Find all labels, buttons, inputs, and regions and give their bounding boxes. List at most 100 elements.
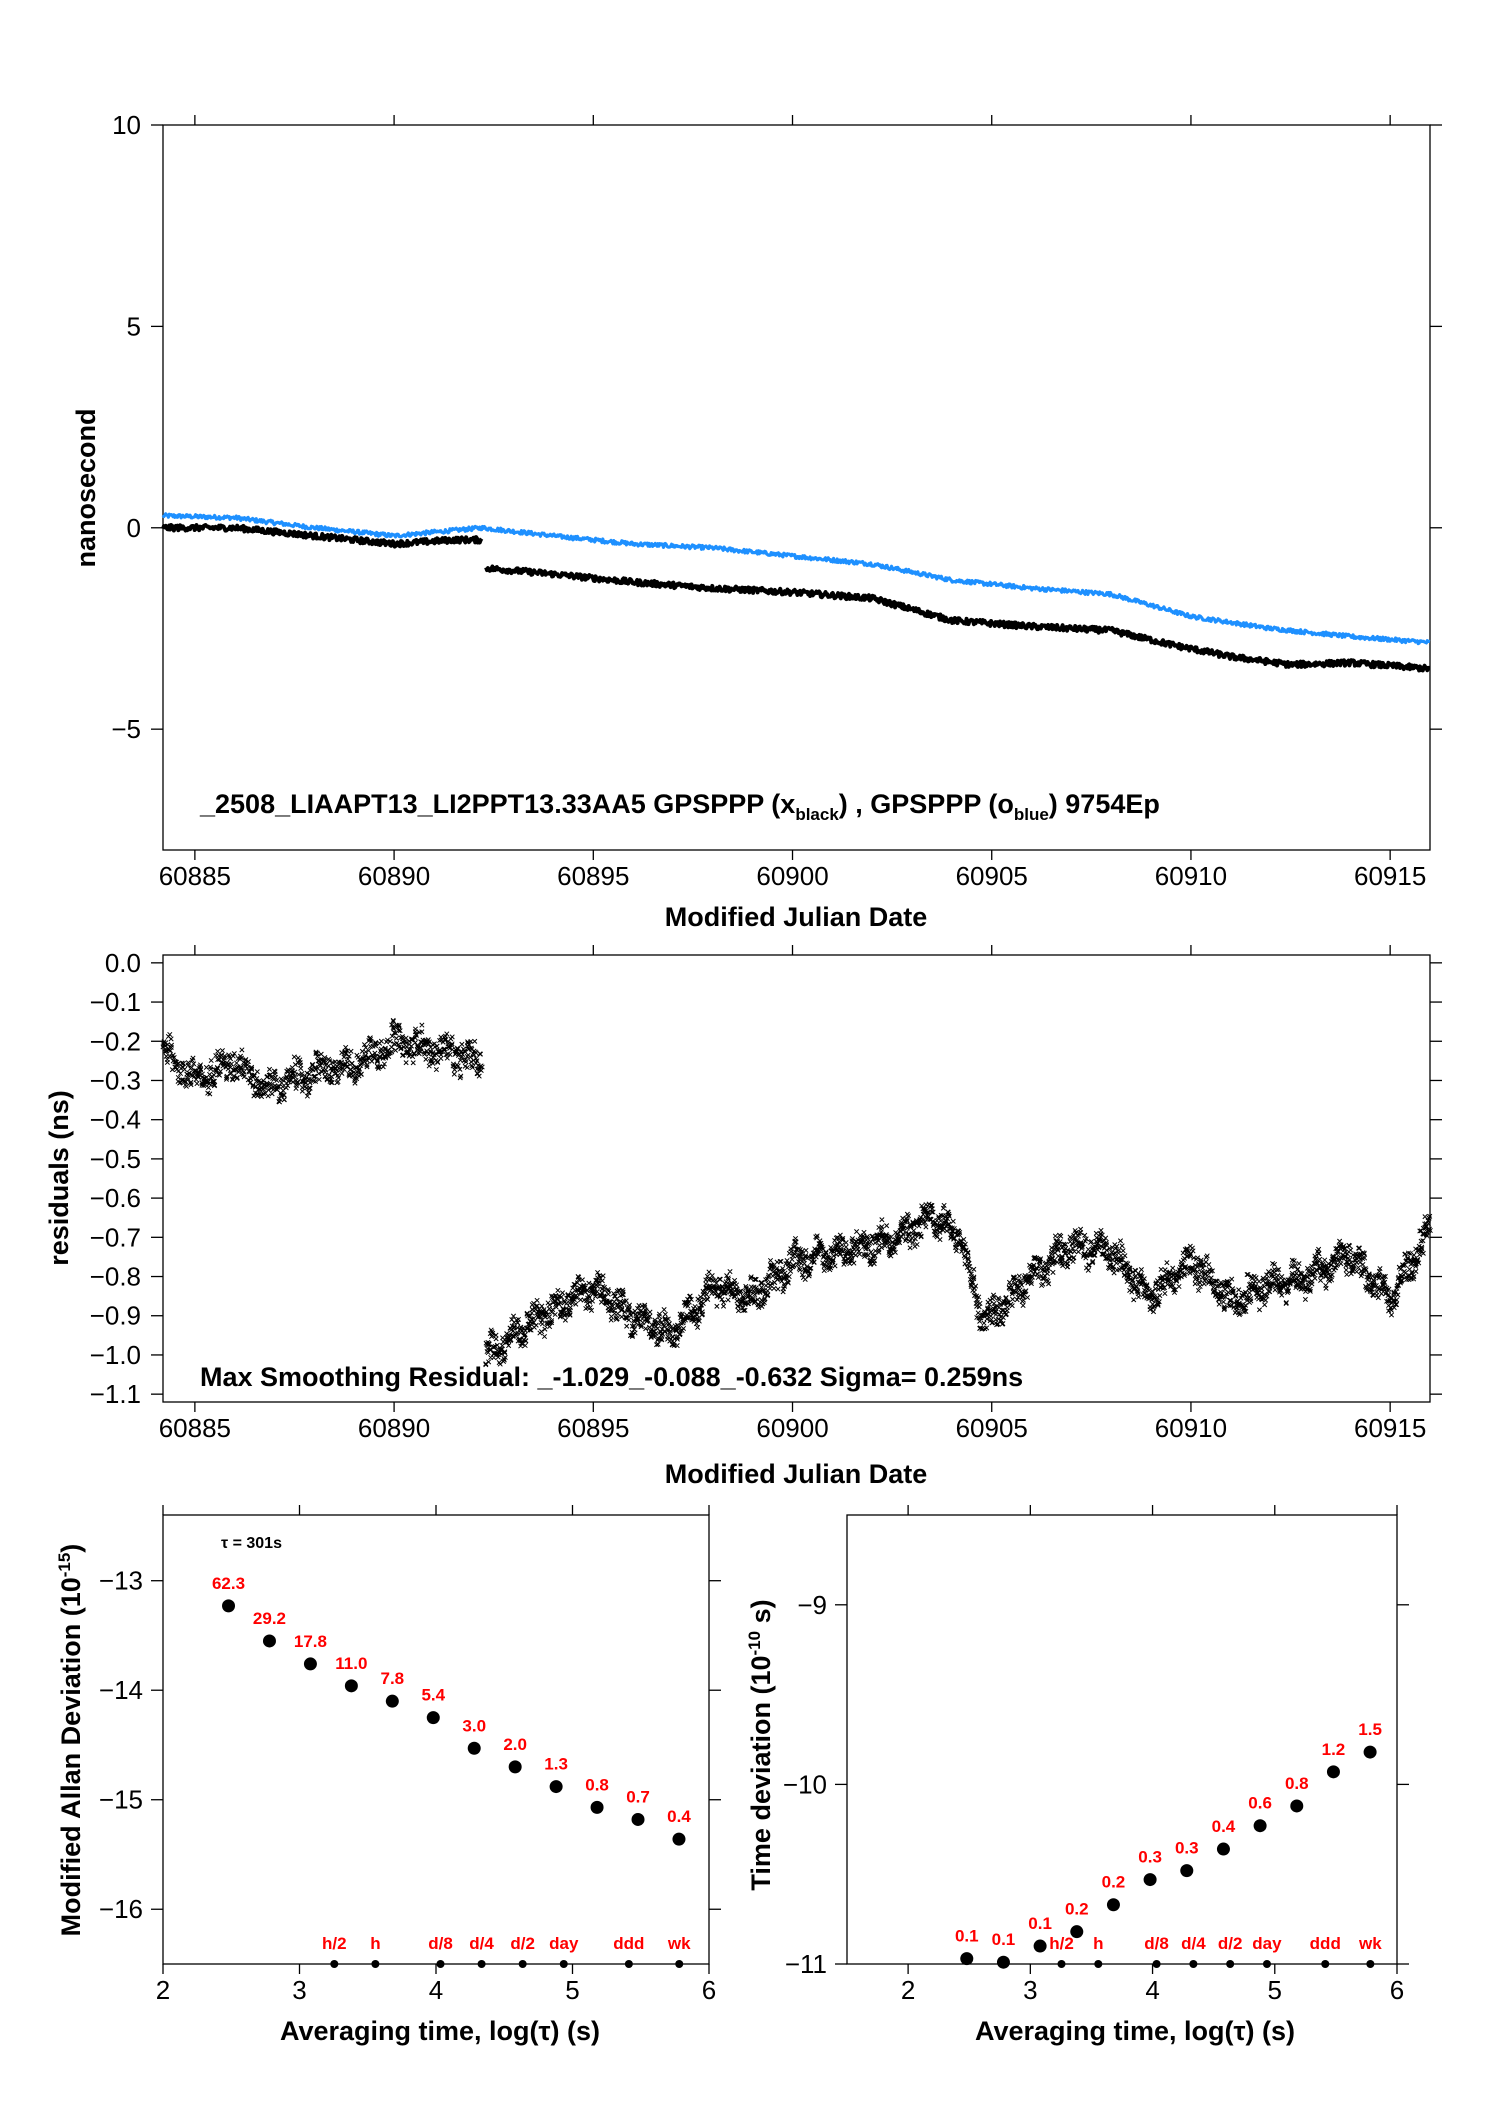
- y-tick-label: −0.6: [90, 1183, 141, 1213]
- series-black: [161, 523, 1432, 673]
- mdev-x-axis-label: Averaging time, log(τ) (s): [280, 2016, 600, 2046]
- time-mark-label: day: [1252, 1934, 1282, 1953]
- x-tick-label: 60895: [557, 1413, 629, 1443]
- time-mark-label: h: [370, 1934, 380, 1953]
- y-tick-label: −0.7: [90, 1222, 141, 1252]
- y-tick-label: −0.4: [90, 1105, 141, 1135]
- deviation-point: [303, 1657, 317, 1671]
- time-mark-label: h/2: [322, 1934, 347, 1953]
- x-tick-label: 60885: [159, 1413, 231, 1443]
- deviation-point-label: 0.1: [1028, 1914, 1052, 1933]
- y-tick-label: −1.0: [90, 1340, 141, 1370]
- time-mark-dot: [330, 1960, 339, 1968]
- x-tick-label: 60905: [956, 861, 1028, 891]
- deviation-point-label: 0.6: [1248, 1794, 1272, 1813]
- deviation-point-label: 29.2: [253, 1609, 286, 1628]
- x-tick-label: 5: [565, 1975, 579, 2005]
- time-mark-dot: [1321, 1960, 1330, 1968]
- time-mark-dot: [1366, 1960, 1375, 1968]
- y-tick-label: −0.8: [90, 1262, 141, 1292]
- deviation-point: [508, 1760, 522, 1774]
- tdev-data: 0.1 0.1 0.1 0.2 0.2 0.3 0.3 0.4 0.6 0.8 1.2 1.5 h/2 h…: [955, 1720, 1382, 1969]
- residuals-panel: 60885 60890 60895 60900 60905 60910 60915 0.0 −0…: [44, 945, 1442, 1489]
- deviation-point: [1326, 1765, 1340, 1779]
- deviation-point: [1180, 1864, 1194, 1878]
- time-mark-label: d/4: [1181, 1934, 1206, 1953]
- time-mark-dot: [436, 1960, 445, 1968]
- time-mark-dot: [477, 1960, 486, 1968]
- deviation-point: [467, 1741, 481, 1755]
- phase-panel: 60885 60890 60895 60900 60905 60910 60915 10 5 0 −…: [71, 110, 1442, 932]
- tdev-ylabel-end: s): [746, 1599, 776, 1631]
- time-mark-dot: [675, 1960, 684, 1968]
- x-tick-label: 60905: [956, 1413, 1028, 1443]
- legend-prefix: _2508_LIAAPT13_LI2PPT13.33AA5 GPSPPP (x: [199, 789, 795, 819]
- deviation-point: [631, 1812, 645, 1826]
- deviation-point-label: 0.3: [1138, 1848, 1162, 1867]
- time-mark-label: d/8: [428, 1934, 453, 1953]
- deviation-point: [672, 1832, 686, 1846]
- y-tick-label: −5: [111, 714, 141, 744]
- time-mark-dot: [1262, 1960, 1271, 1968]
- deviation-point-label: 0.2: [1102, 1873, 1126, 1892]
- deviation-point-label: 62.3: [212, 1574, 245, 1593]
- x-tick-label: 6: [1390, 1975, 1404, 2005]
- deviation-point: [222, 1599, 236, 1613]
- tdev-plot-frame: [846, 1514, 1398, 1965]
- y-tick-label: −0.1: [90, 987, 141, 1017]
- phase-series-legend: _2508_LIAAPT13_LI2PPT13.33AA5 GPSPPP (xb…: [199, 789, 1160, 824]
- time-mark-label: h: [1093, 1934, 1103, 1953]
- mdev-ylabel-end: ): [56, 1544, 86, 1553]
- deviation-point: [1253, 1819, 1267, 1833]
- tdev-panel: 2 3 4 5 6−9−10−11 0.1 0.10.10.20.20.3 0.30.40.…: [745, 1505, 1409, 2046]
- time-mark-dot: [559, 1960, 568, 1968]
- deviation-point-label: 11.0: [335, 1654, 367, 1673]
- residual-points: [160, 1017, 485, 1105]
- deviation-point: [996, 1955, 1010, 1969]
- x-tick-label: 60895: [557, 861, 629, 891]
- residual-segment: [483, 1201, 1433, 1368]
- deviation-point-label: 0.8: [585, 1775, 609, 1794]
- y-tick-label: 0: [127, 513, 141, 543]
- series-blue: [161, 512, 1431, 646]
- tdev-ylabel-exp: -10: [745, 1631, 764, 1656]
- time-mark-dot: [371, 1960, 380, 1968]
- y-tick-label: −14: [99, 1675, 143, 1705]
- deviation-point: [426, 1711, 440, 1725]
- deviation-point: [1033, 1939, 1047, 1953]
- x-tick-label: 60910: [1155, 1413, 1227, 1443]
- y-tick-label: 0.0: [105, 948, 141, 978]
- deviation-point-label: 5.4: [421, 1686, 445, 1705]
- x-tick-label: 60915: [1354, 861, 1426, 891]
- time-mark-dot: [1057, 1960, 1066, 1968]
- x-tick-label: 60890: [358, 1413, 430, 1443]
- deviation-point-label: 0.3: [1175, 1839, 1199, 1858]
- tdev-y-axis-label: Time deviation (10-10 s): [745, 1599, 776, 1890]
- y-tick-label: 5: [127, 311, 141, 341]
- tau-note: τ = 301s: [221, 1535, 282, 1552]
- deviation-point: [1070, 1925, 1084, 1939]
- mdev-axes: 2 3 4 5 6 −13 −14 −15 −16: [99, 1505, 721, 2005]
- deviation-point: [385, 1694, 399, 1708]
- x-tick-label: 60900: [756, 1413, 828, 1443]
- time-mark-label: wk: [667, 1934, 691, 1953]
- residuals-plot-frame: [162, 954, 1431, 1403]
- y-tick-label: −13: [99, 1566, 143, 1596]
- y-tick-label: −15: [99, 1785, 143, 1815]
- time-mark-label: d/4: [469, 1934, 494, 1953]
- deviation-point: [590, 1800, 604, 1814]
- deviation-point: [262, 1634, 276, 1648]
- deviation-point: [549, 1780, 563, 1794]
- deviation-point-label: 0.8: [1285, 1774, 1309, 1793]
- time-mark-dot: [518, 1960, 527, 1968]
- series-blue-trace: [161, 512, 1431, 646]
- x-tick-label: 60915: [1354, 1413, 1426, 1443]
- x-tick-label: 6: [702, 1975, 716, 2005]
- phase-x-axis-label: Modified Julian Date: [665, 902, 928, 932]
- y-tick-label: −0.2: [90, 1026, 141, 1056]
- series-black-trace: [161, 523, 1432, 673]
- time-mark-dot: [1152, 1960, 1161, 1968]
- residual-segment: [160, 1017, 485, 1105]
- deviation-point: [1143, 1873, 1157, 1887]
- x-tick-label: 3: [292, 1975, 306, 2005]
